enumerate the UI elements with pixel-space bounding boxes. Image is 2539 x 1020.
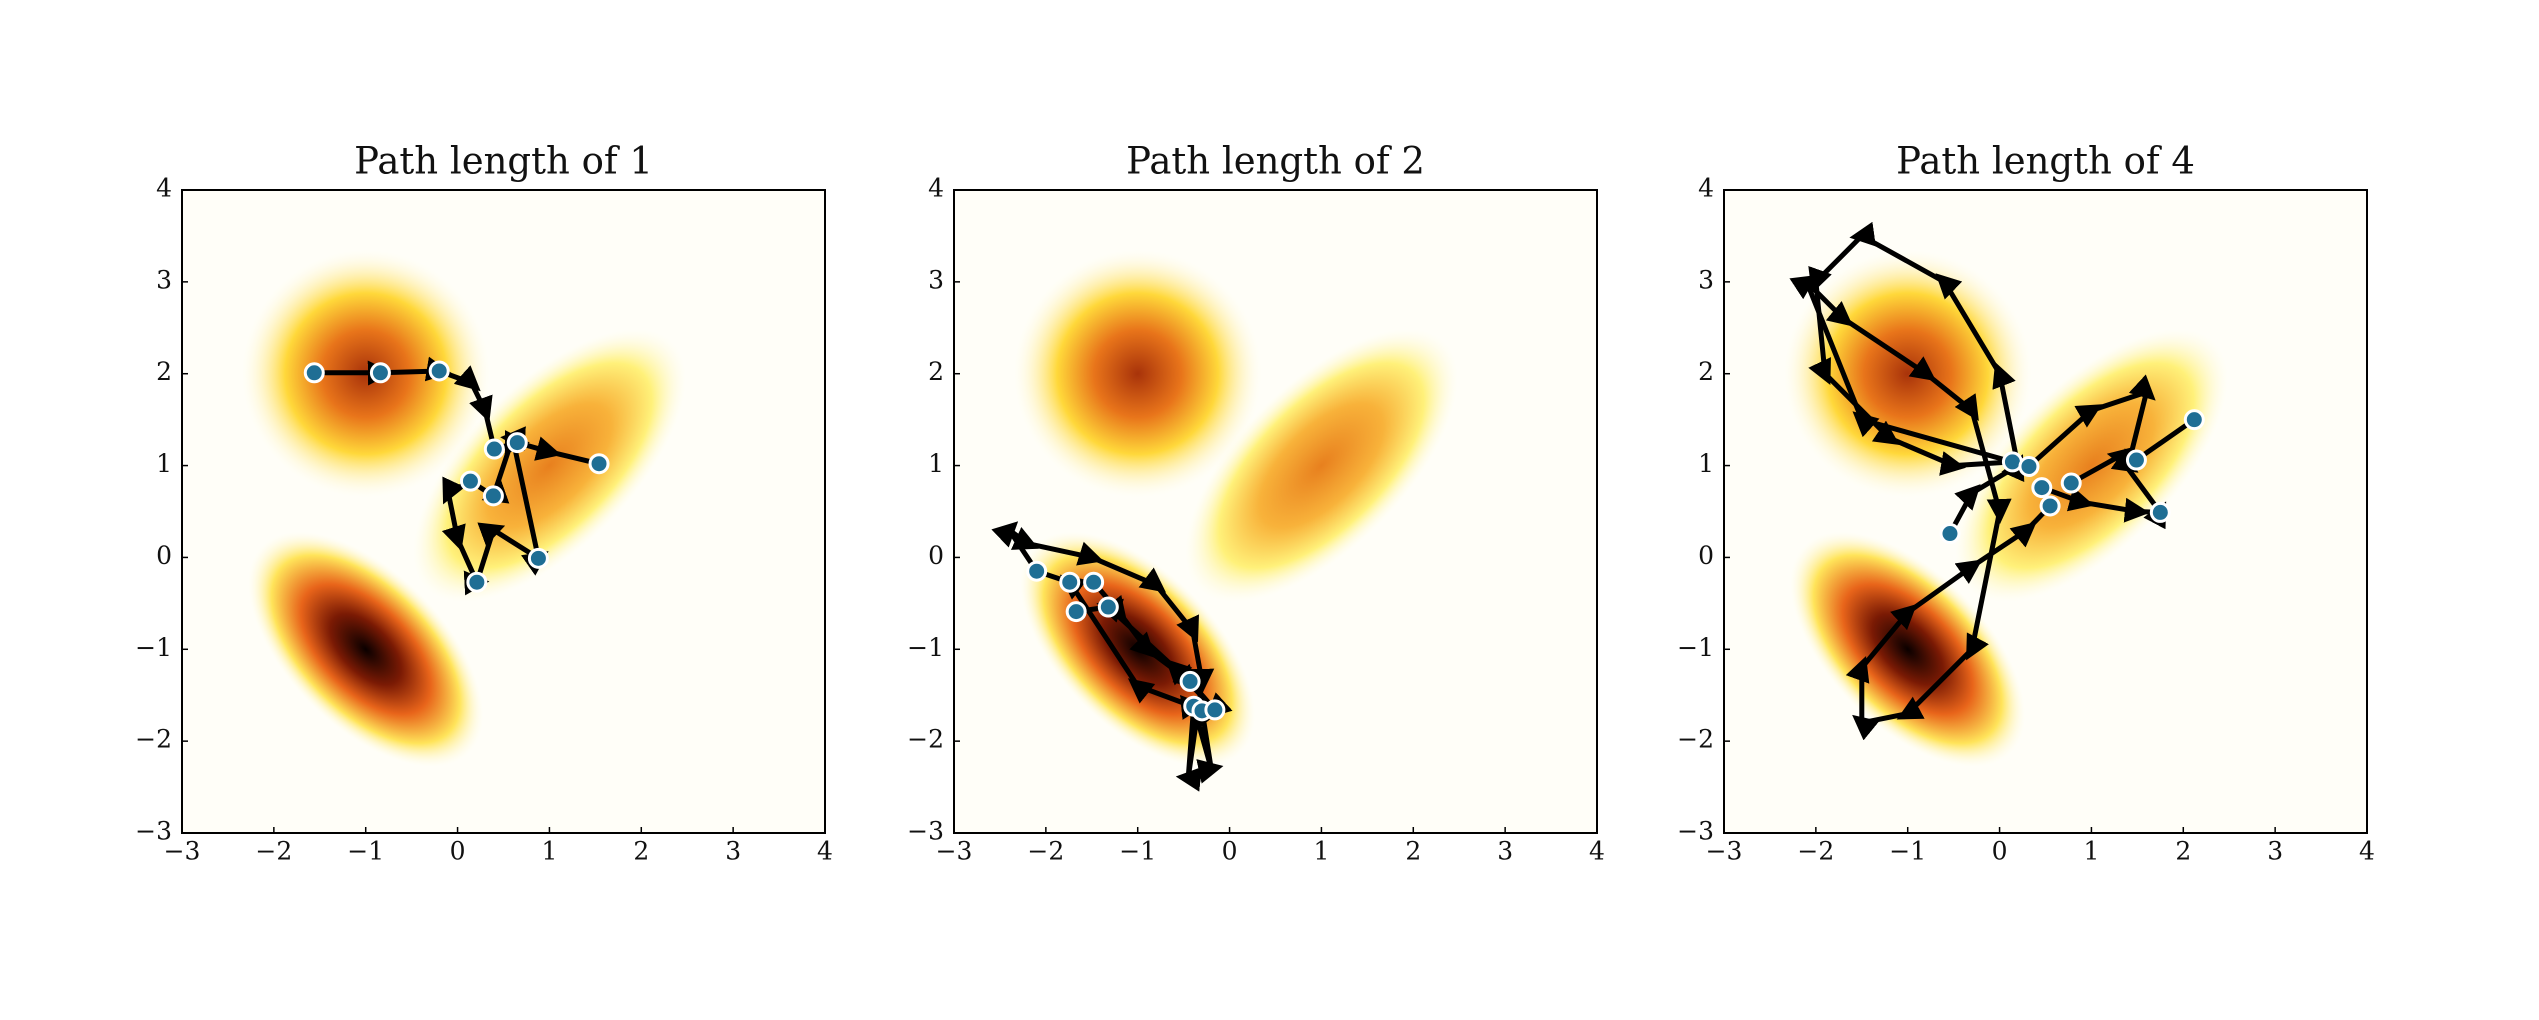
panel: Path length of 2 −3 −2 −1 0 1 2 3 4 −3 −2 −1 0 1 2 3 4 <box>907 140 1605 866</box>
sample-point <box>2031 477 2053 499</box>
y-tick-label: 0 <box>156 541 172 570</box>
x-tick-label: −1 <box>1889 837 1926 866</box>
y-tick-label: −3 <box>907 817 944 846</box>
y-tick-label: 4 <box>1698 174 1714 203</box>
panel: Path length of 4 −3 −2 −1 0 1 2 3 4 −3 −2 −1 0 1 2 3 4 <box>1677 140 2375 866</box>
y-tick-label: −2 <box>1677 725 1714 754</box>
trajectory <box>2040 446 2167 530</box>
x-tick-label: 2 <box>2175 837 2191 866</box>
axes-frame <box>953 189 1598 834</box>
sample-point <box>303 362 325 384</box>
data-layer <box>303 356 610 596</box>
y-tick-label: 2 <box>156 357 172 386</box>
sample-point <box>482 485 504 507</box>
density-background <box>182 190 825 833</box>
y-tick-label: −2 <box>135 725 172 754</box>
x-tick-label: −3 <box>164 837 201 866</box>
y-tick-label: 3 <box>156 265 172 294</box>
x-tick-label: 4 <box>1589 837 1605 866</box>
y-tick-label: 1 <box>1698 449 1714 478</box>
x-tick-label: −3 <box>936 837 973 866</box>
sample-point <box>2060 472 2082 494</box>
trajectory <box>314 356 497 450</box>
density-blob <box>1184 329 1458 603</box>
x-tick-label: 0 <box>1992 837 2008 866</box>
x-tick-label: 4 <box>2359 837 2375 866</box>
sample-point <box>483 438 505 460</box>
x-tick-label: −3 <box>1706 837 1743 866</box>
chart-title: Path length of 1 <box>354 140 653 183</box>
sample-point <box>1065 601 1087 623</box>
data-layer <box>991 521 1233 792</box>
x-tick-label: 1 <box>541 837 557 866</box>
sample-point <box>428 360 450 382</box>
x-tick-label: 1 <box>2083 837 2099 866</box>
x-tick-label: 0 <box>1222 837 1238 866</box>
y-tick-label: 2 <box>928 357 944 386</box>
x-tick-label: −2 <box>1797 837 1834 866</box>
sample-point <box>369 362 391 384</box>
density-blob <box>1013 249 1262 498</box>
y-tick-label: 1 <box>156 449 172 478</box>
sample-point <box>2149 501 2171 523</box>
x-tick-label: 4 <box>817 837 833 866</box>
y-tick-label: 4 <box>928 174 944 203</box>
y-tick-label: 2 <box>1698 357 1714 386</box>
axes-frame <box>1723 189 2368 834</box>
y-tick-label: −3 <box>1677 817 1714 846</box>
x-tick-label: 0 <box>450 837 466 866</box>
x-tick-label: −1 <box>347 837 384 866</box>
trajectory <box>441 426 549 596</box>
sample-point <box>527 547 549 569</box>
y-tick-label: −1 <box>135 633 172 662</box>
y-tick-label: 3 <box>928 265 944 294</box>
sample-point <box>466 571 488 593</box>
sample-point <box>1097 596 1119 618</box>
sample-point <box>2039 495 2061 517</box>
sample-point <box>1083 571 1105 593</box>
x-tick-label: 3 <box>1497 837 1513 866</box>
y-tick-label: 0 <box>1698 541 1714 570</box>
panel: Path length of 1 −3 −2 −1 0 1 2 3 4 −3 −2 −1 0 1 2 3 4 <box>135 140 833 866</box>
trajectory <box>1789 275 2052 741</box>
sample-point <box>506 432 528 454</box>
y-tick-label: −1 <box>907 633 944 662</box>
x-tick-label: −2 <box>255 837 292 866</box>
sample-point <box>1026 560 1048 582</box>
y-tick-label: −1 <box>1677 633 1714 662</box>
sample-point <box>2125 449 2147 471</box>
x-tick-label: 3 <box>725 837 741 866</box>
sample-point <box>1179 670 1201 692</box>
x-tick-label: 1 <box>1313 837 1329 866</box>
y-tick-label: 3 <box>1698 265 1714 294</box>
x-tick-label: 2 <box>1405 837 1421 866</box>
x-tick-label: −2 <box>1027 837 1064 866</box>
y-tick-label: −3 <box>135 817 172 846</box>
sample-point <box>2183 409 2205 431</box>
data-layer <box>1789 221 2205 741</box>
y-tick-label: 4 <box>156 174 172 203</box>
axes-frame <box>181 189 826 834</box>
sample-point <box>588 453 610 475</box>
density-background <box>954 190 1597 833</box>
sample-point <box>1059 571 1081 593</box>
trajectory <box>1075 580 1233 719</box>
chart-title: Path length of 2 <box>1126 140 1425 183</box>
y-tick-label: 0 <box>928 541 944 570</box>
density-blob <box>248 531 484 767</box>
y-tick-label: 1 <box>928 449 944 478</box>
sample-point <box>2018 455 2040 477</box>
sample-point <box>1204 699 1226 721</box>
sample-point <box>1939 523 1961 545</box>
chart-title: Path length of 4 <box>1896 140 2195 183</box>
y-tick-label: −2 <box>907 725 944 754</box>
sample-point <box>459 470 481 492</box>
x-tick-label: 3 <box>2267 837 2283 866</box>
x-tick-label: −1 <box>1119 837 1156 866</box>
x-tick-label: 2 <box>633 837 649 866</box>
